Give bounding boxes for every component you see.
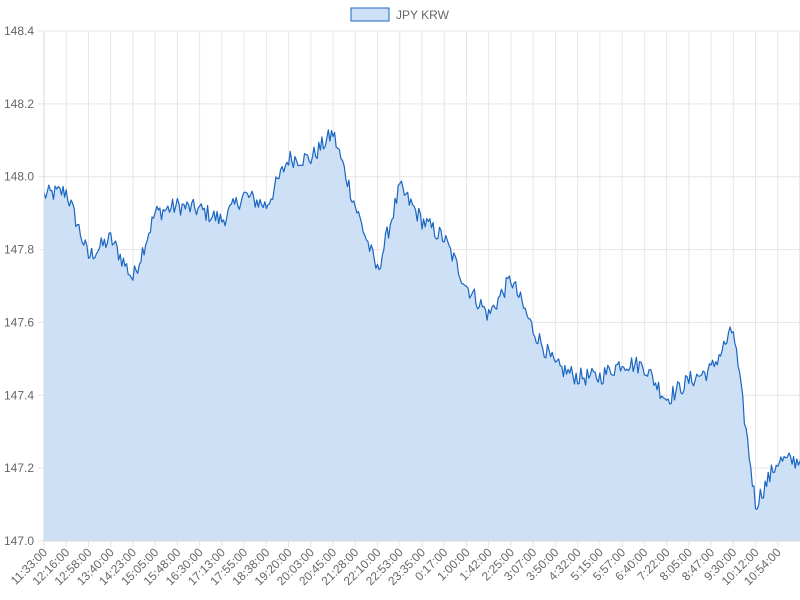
data-point — [687, 379, 690, 382]
data-point — [309, 157, 312, 160]
data-point — [732, 328, 735, 331]
y-tick-label: 147.4 — [4, 388, 34, 402]
data-point — [154, 212, 157, 215]
data-point — [198, 208, 201, 211]
data-point — [465, 285, 468, 288]
y-tick-label: 147.6 — [4, 315, 34, 329]
data-point — [776, 459, 779, 462]
data-point — [554, 365, 557, 368]
data-point — [665, 397, 668, 400]
y-tick-label: 148.4 — [4, 24, 34, 38]
data-point — [332, 132, 335, 135]
data-point — [243, 193, 246, 196]
series-area — [43, 129, 800, 542]
data-point — [643, 365, 646, 368]
data-point — [443, 237, 446, 240]
data-point — [376, 270, 379, 273]
data-point — [131, 277, 134, 280]
data-point — [287, 157, 290, 160]
data-point — [176, 204, 179, 207]
data-point — [621, 361, 624, 364]
data-point — [398, 186, 401, 189]
data-point — [354, 204, 357, 207]
data-point — [754, 503, 757, 506]
data-point — [576, 376, 579, 379]
data-point — [598, 376, 601, 379]
data-point — [487, 314, 490, 317]
data-point — [109, 237, 112, 240]
legend[interactable]: JPY KRW — [350, 7, 450, 22]
data-point — [65, 190, 68, 193]
legend-label[interactable]: JPY KRW — [396, 8, 450, 22]
data-point — [265, 204, 268, 207]
data-point — [509, 277, 512, 280]
legend-swatch[interactable] — [350, 7, 390, 22]
y-tick-label: 147.0 — [4, 534, 34, 548]
data-point — [532, 328, 535, 331]
y-tick-label: 147.2 — [4, 461, 34, 475]
y-tick-label: 148.2 — [4, 97, 34, 111]
series-line — [43, 129, 800, 510]
data-point — [421, 219, 424, 222]
data-point — [710, 368, 713, 371]
data-point — [220, 219, 223, 222]
y-tick-label: 147.8 — [4, 243, 34, 257]
series-area-fill — [44, 129, 800, 542]
y-tick-label: 148.0 — [4, 170, 34, 184]
data-point — [87, 255, 90, 258]
